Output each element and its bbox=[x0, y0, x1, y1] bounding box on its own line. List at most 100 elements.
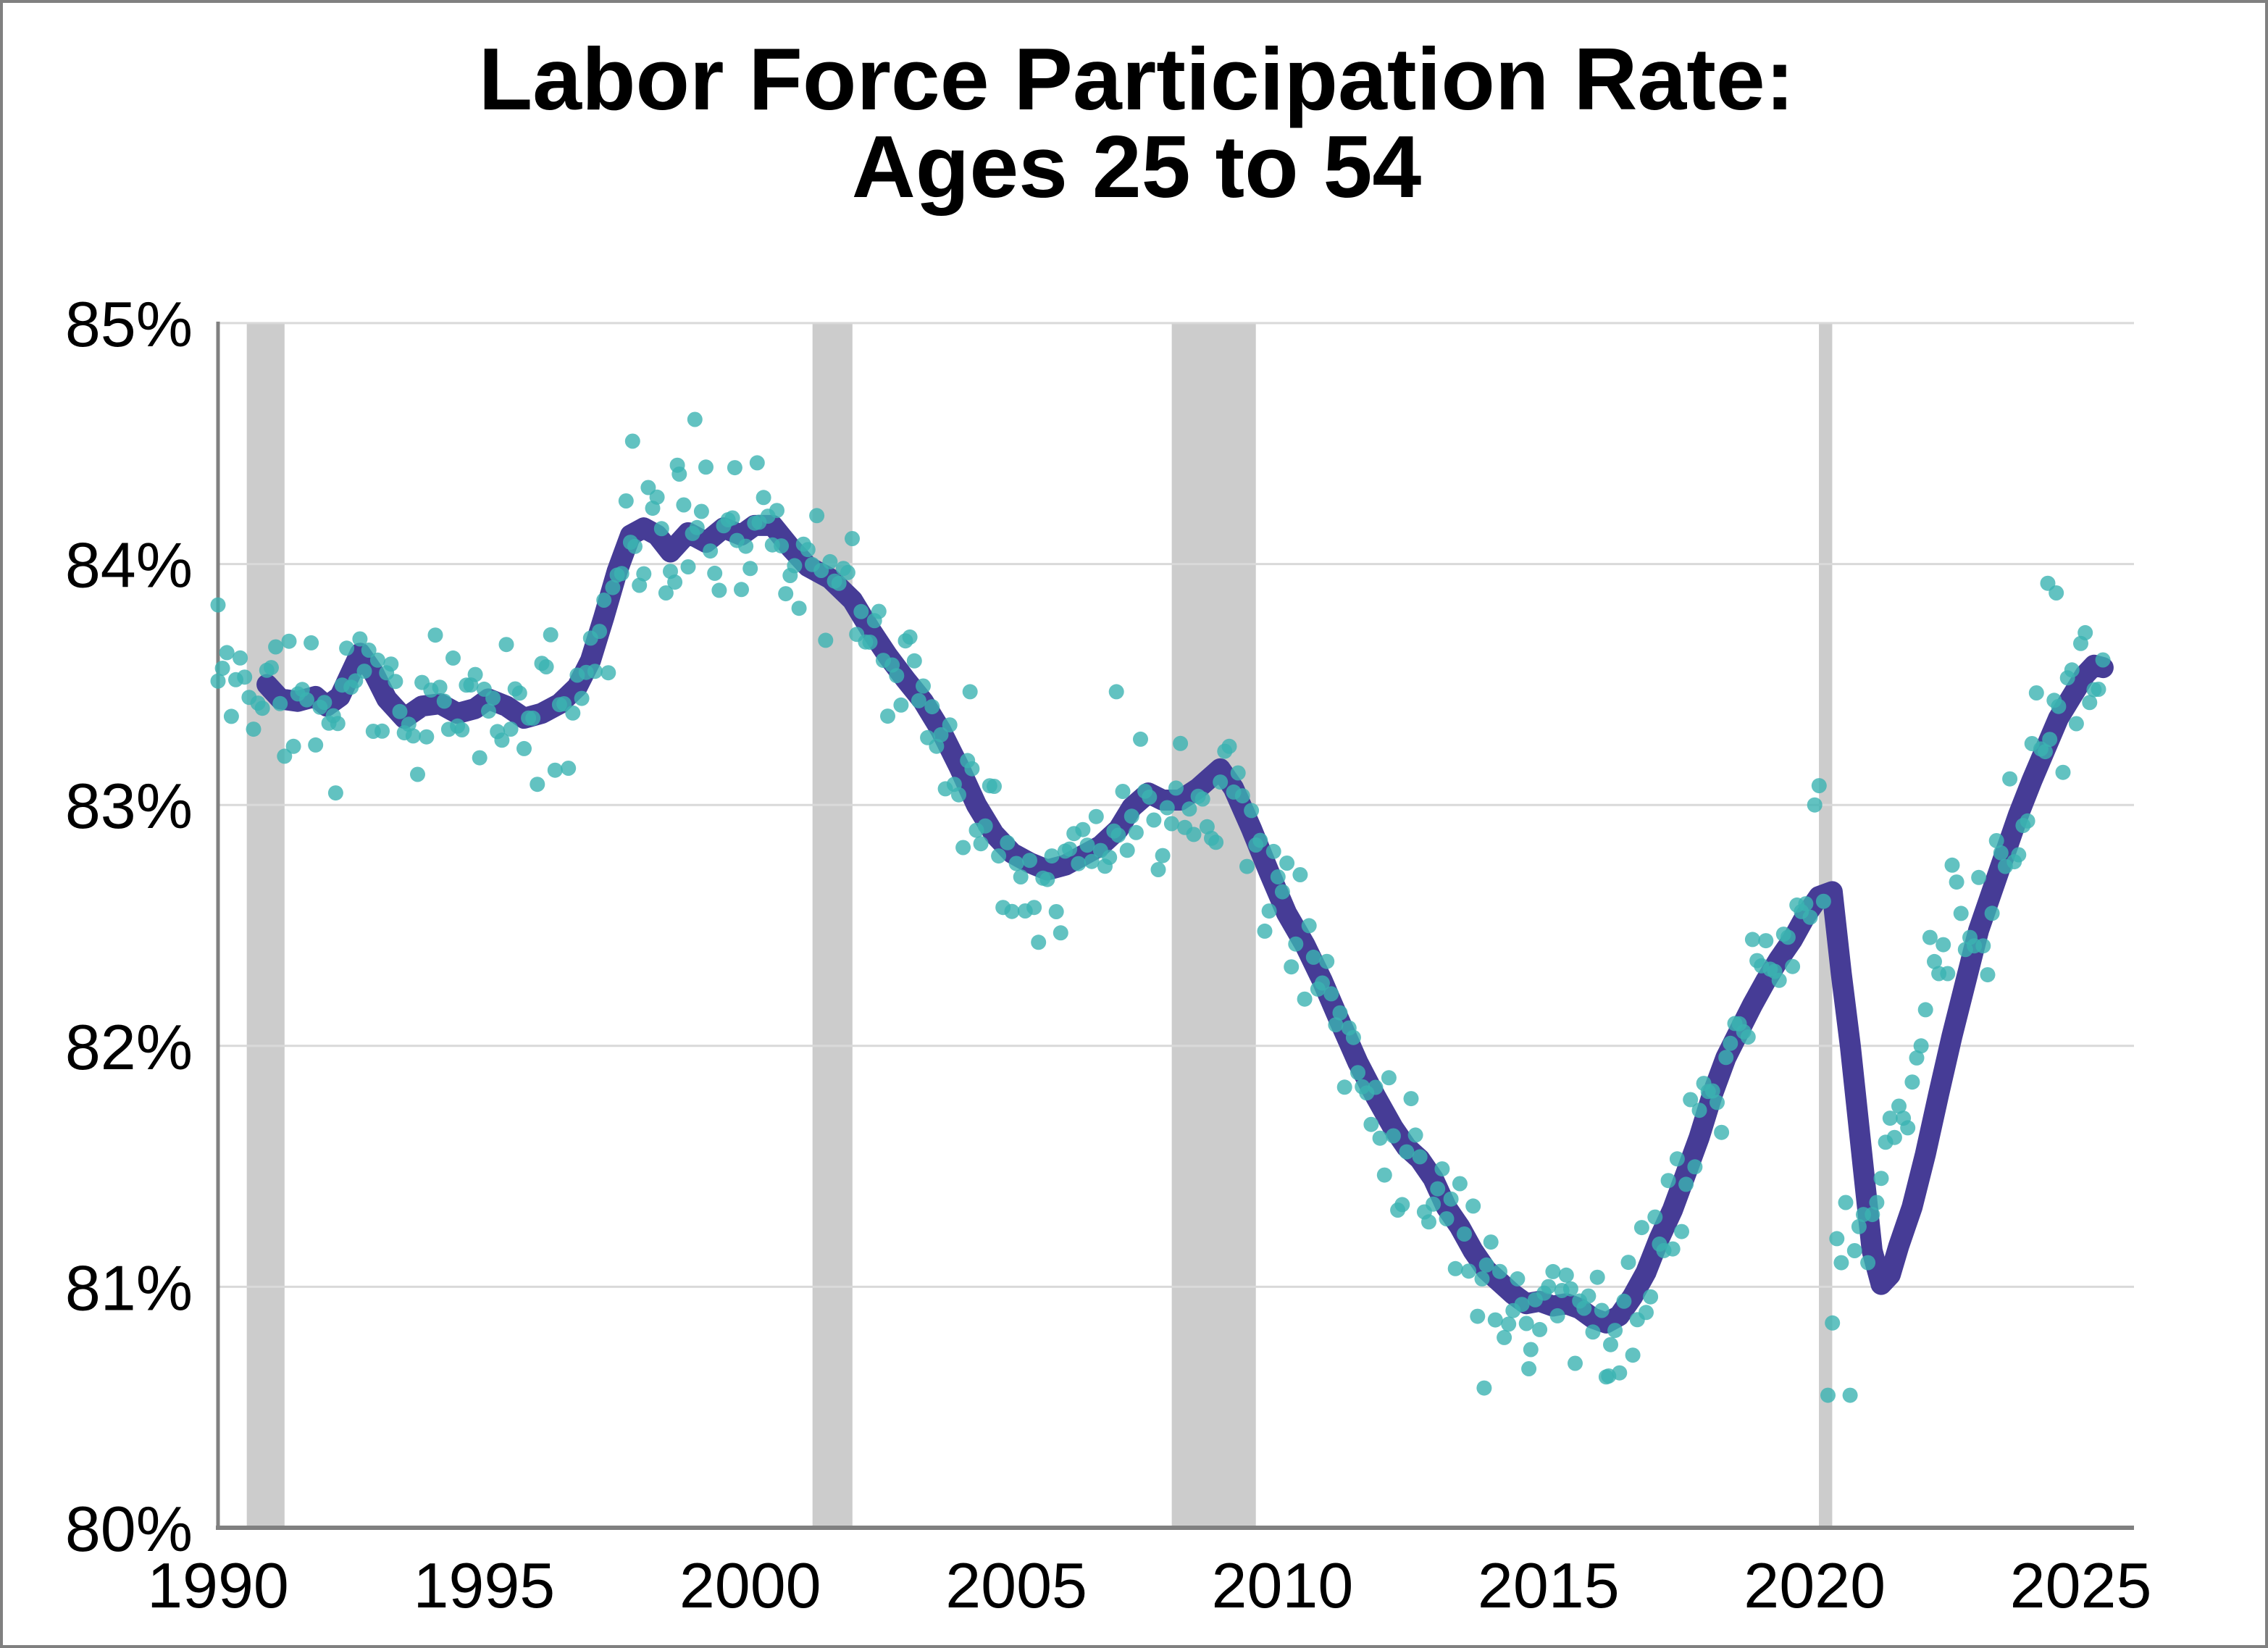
scatter-dot bbox=[467, 666, 483, 682]
scatter-dot bbox=[1744, 932, 1760, 948]
scatter-dot bbox=[749, 455, 765, 471]
scatter-dot bbox=[1372, 1130, 1388, 1146]
scatter-dot bbox=[516, 740, 532, 756]
scatter-dot bbox=[1798, 896, 1814, 912]
scatter-dot bbox=[1710, 1095, 1725, 1110]
scatter-dot bbox=[219, 645, 235, 661]
scatter-dot bbox=[669, 457, 685, 473]
scatter-dot bbox=[2068, 716, 2084, 732]
scatter-dot bbox=[2064, 662, 2080, 678]
scatter-dot bbox=[339, 640, 355, 656]
scatter-dot bbox=[1279, 856, 1295, 871]
scatter-dot bbox=[1523, 1342, 1539, 1358]
x-tick-label: 2015 bbox=[1478, 1549, 1620, 1621]
scatter-dot bbox=[1660, 1173, 1676, 1189]
scatter-dot bbox=[1208, 835, 1224, 850]
x-tick-label: 2005 bbox=[945, 1549, 1087, 1621]
scatter-dot bbox=[1447, 1260, 1463, 1276]
x-tick-label: 2010 bbox=[1212, 1549, 1354, 1621]
scatter-dot bbox=[1683, 1092, 1699, 1108]
scatter-dot bbox=[2002, 771, 2018, 787]
scatter-dot bbox=[687, 411, 703, 427]
scatter-dot bbox=[547, 762, 563, 778]
scatter-dot bbox=[1971, 869, 1987, 885]
scatter-dot bbox=[1173, 735, 1189, 751]
scatter-dot bbox=[1616, 1293, 1632, 1309]
scatter-dot bbox=[1674, 1224, 1689, 1239]
scatter-dot bbox=[1386, 1128, 1401, 1144]
scatter-dot bbox=[693, 503, 709, 519]
scatter-dot bbox=[1399, 1144, 1415, 1160]
scatter-dot bbox=[601, 665, 616, 681]
scatter-dot bbox=[1394, 1197, 1410, 1213]
scatter-dot bbox=[210, 597, 226, 613]
scatter-dot bbox=[1470, 1308, 1486, 1324]
scatter-dot bbox=[1146, 812, 1162, 828]
scatter-dot bbox=[1558, 1267, 1574, 1283]
scatter-dot bbox=[1000, 835, 1016, 850]
scatter-dot bbox=[1882, 1110, 1898, 1126]
scatter-dot bbox=[1110, 827, 1126, 843]
scatter-dot bbox=[352, 631, 368, 647]
scatter-dot bbox=[1465, 1198, 1481, 1214]
scatter-dot bbox=[237, 669, 253, 685]
scatter-dot bbox=[1820, 1387, 1836, 1403]
scatter-dot bbox=[840, 564, 855, 580]
scatter-dot bbox=[831, 575, 847, 591]
y-tick-label: 83% bbox=[65, 770, 193, 842]
scatter-dot bbox=[2028, 685, 2044, 700]
scatter-dot bbox=[2095, 652, 2111, 668]
scatter-dot bbox=[2042, 732, 2058, 748]
scatter-dot bbox=[627, 538, 643, 554]
scatter-dot bbox=[1381, 1070, 1397, 1086]
recession-band bbox=[812, 323, 853, 1528]
scatter-dot bbox=[1904, 1074, 1920, 1090]
scatter-dot bbox=[1865, 1207, 1880, 1223]
scatter-dot bbox=[624, 433, 640, 449]
scatter-dot bbox=[1891, 1098, 1907, 1114]
scatter-dot bbox=[503, 721, 519, 737]
scatter-dot bbox=[1643, 1289, 1659, 1305]
x-tick-label: 2025 bbox=[2010, 1549, 2152, 1621]
scatter-dot bbox=[1252, 832, 1268, 848]
scatter-dot bbox=[538, 659, 554, 674]
scatter-dot bbox=[1518, 1316, 1534, 1331]
scatter-dot bbox=[1829, 1231, 1845, 1247]
scatter-dot bbox=[800, 542, 816, 558]
scatter-dot bbox=[436, 693, 452, 709]
scatter-dot bbox=[1665, 1241, 1681, 1257]
scatter-dot bbox=[348, 673, 364, 689]
scatter-dot bbox=[1039, 871, 1055, 887]
scatter-dot bbox=[1031, 934, 1047, 950]
y-tick-label: 85% bbox=[65, 288, 193, 360]
scatter-dot bbox=[1678, 1176, 1694, 1192]
scatter-dot bbox=[2020, 813, 2035, 829]
scatter-dot bbox=[929, 738, 945, 754]
scatter-dot bbox=[1053, 925, 1068, 941]
scatter-dot bbox=[596, 593, 612, 608]
scatter-dot bbox=[1022, 853, 1037, 869]
scatter-dot bbox=[1576, 1300, 1592, 1316]
scatter-dot bbox=[1549, 1308, 1565, 1323]
scatter-dot bbox=[1633, 1220, 1649, 1236]
scatter-dot bbox=[561, 761, 577, 776]
scatter-dot bbox=[1785, 958, 1801, 974]
scatter-dot bbox=[1301, 918, 1317, 934]
scatter-dot bbox=[822, 553, 838, 569]
scatter-dot bbox=[1305, 949, 1321, 965]
scatter-dot bbox=[2051, 698, 2067, 714]
scatter-dot bbox=[2077, 624, 2093, 640]
scatter-dot bbox=[1953, 905, 1969, 921]
scatter-dot bbox=[1048, 904, 1064, 919]
scatter-dot bbox=[1714, 1124, 1730, 1140]
scatter-dot bbox=[1119, 842, 1135, 858]
scatter-dot bbox=[1159, 800, 1175, 816]
recession-band bbox=[1171, 323, 1256, 1528]
scatter-dot bbox=[1084, 853, 1100, 869]
scatter-dot bbox=[2091, 682, 2106, 697]
scatter-dot bbox=[1780, 929, 1796, 945]
recession-band bbox=[246, 323, 285, 1528]
scatter-dot bbox=[1581, 1288, 1597, 1304]
chart-title-line1: Labor Force Participation Rate: bbox=[479, 30, 1795, 128]
